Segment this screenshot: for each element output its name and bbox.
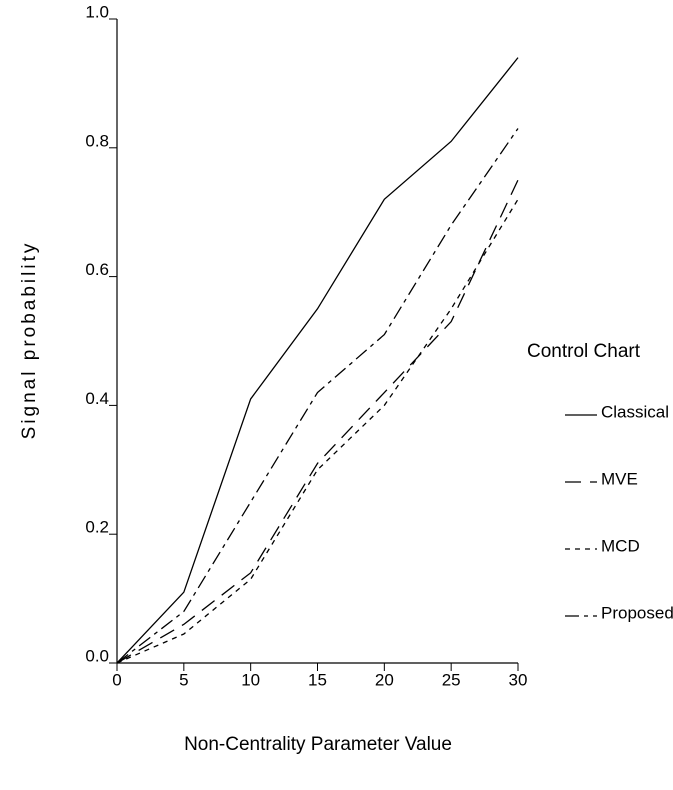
legend-title: Control Chart <box>527 341 641 362</box>
series-line <box>116 198 519 664</box>
legend-label: MCD <box>601 536 640 555</box>
x-tick-label: 20 <box>375 670 394 689</box>
legend-label: Proposed <box>601 603 673 622</box>
y-tick-label: 0.2 <box>85 518 109 537</box>
y-tick-label: 0.4 <box>85 389 109 408</box>
x-tick-label: 15 <box>308 670 327 689</box>
x-tick-label: 10 <box>241 670 260 689</box>
x-tick-label: 30 <box>509 670 528 689</box>
x-tick-label: 0 <box>112 670 121 689</box>
series-line <box>116 179 519 664</box>
legend-label: Classical <box>601 402 669 421</box>
series-line <box>116 128 519 664</box>
y-tick-label: 0.0 <box>85 646 109 665</box>
x-tick-label: 5 <box>179 670 188 689</box>
series-line <box>116 57 519 664</box>
legend-label: MVE <box>601 469 638 488</box>
x-axis-label: Non-Centrality Parameter Value <box>184 734 452 755</box>
y-axis-label: Signal probability <box>19 241 40 440</box>
y-tick-label: 0.8 <box>85 131 109 150</box>
y-tick-label: 0.6 <box>85 260 109 279</box>
y-tick-label: 1.0 <box>85 2 109 21</box>
x-tick-label: 25 <box>442 670 461 689</box>
